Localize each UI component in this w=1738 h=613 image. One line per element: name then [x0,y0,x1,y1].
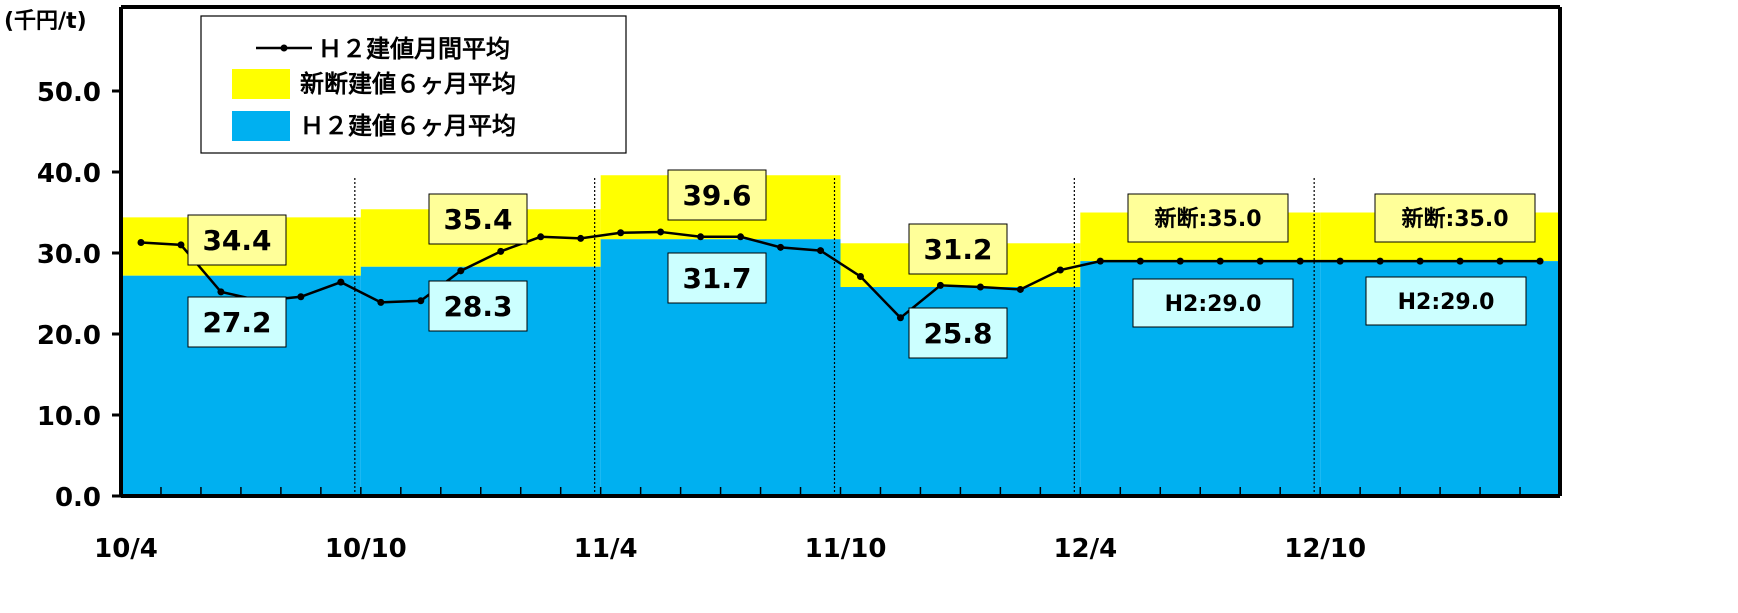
legend-label: 新断建値６ヶ月平均 [300,70,516,98]
monthly-average-point [856,272,864,280]
monthly-average-point [617,229,625,237]
legend-swatch [232,69,290,99]
monthly-average-point [457,267,465,275]
shindan-value-label: 新断:35.0 [1401,206,1508,232]
y-tick-label: 20.0 [37,321,101,351]
h2-value-label-box [187,296,287,348]
y-tick-label: 50.0 [37,78,101,108]
y-tick-label: 0.0 [55,483,101,513]
monthly-average-point [1096,257,1104,265]
monthly-average-point [1496,257,1504,265]
monthly-average-point [217,288,225,296]
h2-value-label-box [667,252,767,304]
x-minor-ticks [160,487,1561,496]
x-tick-label: 10/10 [325,534,407,564]
monthly-average-point [1376,257,1384,265]
monthly-average-point [1456,257,1464,265]
h2-value-label-box [908,307,1008,359]
x-tick-label: 12/10 [1284,534,1366,564]
legend-swatch [232,111,290,141]
shindan-value-label: 新断:35.0 [1154,206,1261,232]
shindan-value-label-box [667,169,767,221]
monthly-average-point [1536,257,1544,265]
monthly-average-point [1136,257,1144,265]
monthly-average-point [1256,257,1264,265]
legend-line-marker [280,44,288,52]
monthly-average-point [1056,266,1064,274]
monthly-average-point [137,238,145,246]
monthly-average-path [140,230,1541,320]
shindan-value-label-box [428,193,528,245]
h2-value-label: 28.3 [443,290,512,323]
y-tick-label: 30.0 [37,240,101,270]
x-tick-label: 11/10 [805,534,887,564]
shindan-value-label: 31.2 [923,233,992,266]
y-tick-labels: 0.0 10.0 20.0 30.0 40.0 50.0 [37,78,101,513]
monthly-average-point [817,247,825,255]
shindan-value-label-box [1374,193,1536,243]
monthly-average-point [737,233,745,241]
monthly-average-point [1016,285,1024,293]
h2-value-label-box [1365,276,1527,326]
shindan-value-label-box [187,214,287,266]
monthly-average-point [657,228,665,236]
monthly-average-point [297,293,305,301]
monthly-average-point [577,234,585,242]
legend-label: Ｈ２建値６ヶ月平均 [300,112,516,140]
monthly-average-point [417,297,425,305]
y-tick-label: 10.0 [37,402,101,432]
y-tick-label: 40.0 [37,159,101,189]
shindan-value-label: 39.6 [682,179,751,212]
monthly-average-point [177,241,185,249]
monthly-average-point [697,233,705,241]
h2-value-label-box [1132,278,1294,328]
h2-value-label: 27.2 [202,306,271,339]
y-unit-label: (千円/t) [4,9,87,34]
h2-value-label: H2:29.0 [1165,292,1262,317]
monthly-average-point [976,283,984,291]
shindan-value-label: 34.4 [202,224,271,257]
monthly-average-point [337,278,345,286]
period-dividers [354,178,1315,496]
legend-label: Ｈ２建値月間平均 [318,35,510,63]
monthly-average-point [1416,257,1424,265]
monthly-average-point [1296,257,1304,265]
h2-value-label: 25.8 [923,317,992,350]
h2-value-label: 31.7 [682,262,751,295]
monthly-average-line [137,228,1544,322]
x-tick-labels: 10/4 10/10 11/4 11/10 12/4 12/10 [94,534,1366,564]
monthly-average-point [1176,257,1184,265]
h2-value-label-box [428,280,528,332]
monthly-average-point [1336,257,1344,265]
shindan-value-label-box [908,223,1008,275]
monthly-average-point [777,243,785,251]
x-tick-label: 12/4 [1053,534,1117,564]
x-tick-label: 11/4 [574,534,638,564]
shindan-value-label-box [1127,193,1289,243]
monthly-average-point [377,298,385,306]
h2-value-label: H2:29.0 [1398,290,1495,315]
shindan-value-label: 35.4 [443,203,512,236]
monthly-average-point [1216,257,1224,265]
monthly-average-point [896,314,904,322]
monthly-average-point [936,281,944,289]
monthly-average-point [537,233,545,241]
value-labels: 34.4 27.2 35.4 28.3 39.6 31.7 31.2 25.8 新断:35.0 H… [187,169,1536,359]
period-bands [121,175,1560,497]
x-tick-label: 10/4 [94,534,158,564]
monthly-average-point [497,247,505,255]
